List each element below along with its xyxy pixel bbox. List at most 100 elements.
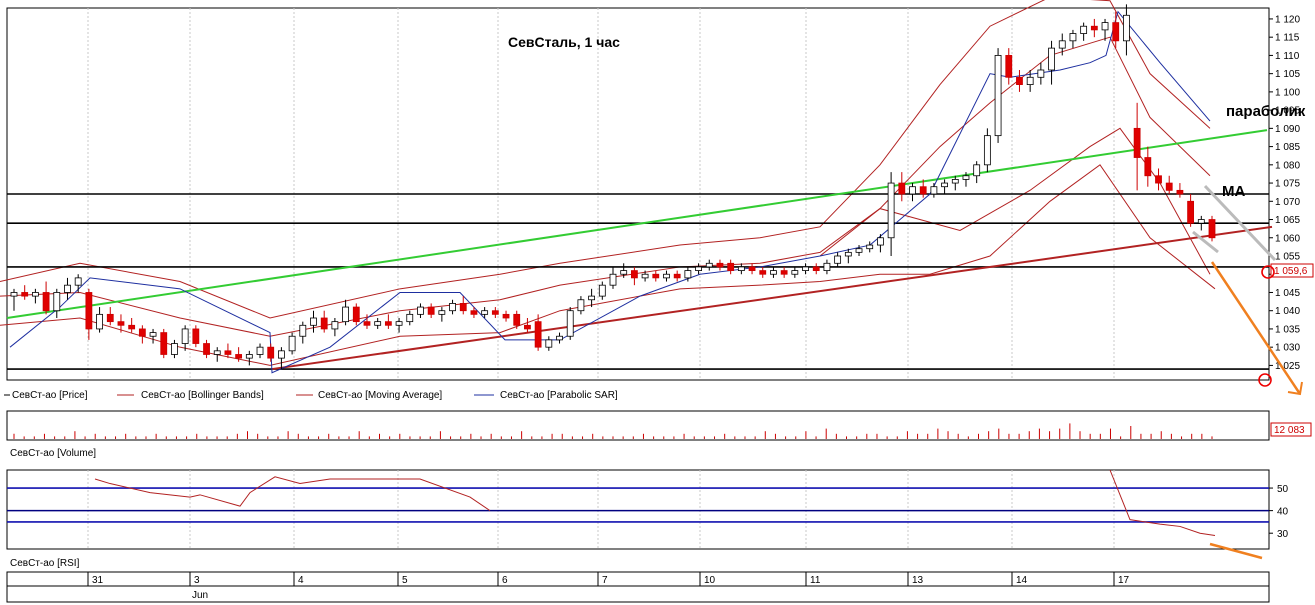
candle (823, 259, 831, 275)
candle (663, 270, 670, 282)
red-trend-line (271, 225, 1273, 371)
date-label: 31 (92, 575, 104, 586)
rsi-tick-label: 50 (1277, 484, 1289, 495)
candle (1069, 29, 1077, 49)
price-tick-label: 1 080 (1275, 160, 1300, 171)
candle (96, 307, 103, 333)
candle (245, 350, 253, 366)
parabolic-sar (9, 10, 1211, 374)
price-tick-label: 1 045 (1275, 288, 1300, 299)
candle (802, 263, 809, 275)
candle (213, 347, 221, 362)
date-label: 7 (602, 575, 608, 586)
candle (898, 172, 906, 202)
date-axis (6, 571, 1270, 603)
date-label: 13 (912, 575, 924, 586)
candle (181, 325, 189, 351)
legend-bollinger: СевСт-ао [Bollinger Bands] (141, 390, 264, 401)
candle (10, 288, 18, 311)
candle (1058, 33, 1066, 56)
candle (630, 266, 638, 286)
candle (21, 285, 29, 300)
price-tick-label: 1 110 (1275, 51, 1300, 62)
candle (1187, 194, 1195, 227)
volume-last-label: 12 083 (1274, 425, 1305, 436)
candle (609, 266, 617, 289)
rsi-line (94, 476, 491, 512)
date-label: 3 (194, 575, 200, 586)
price-tick-label: 1 070 (1275, 197, 1300, 208)
candle (748, 263, 756, 275)
candle (1037, 62, 1045, 85)
candle (780, 266, 788, 278)
candle (53, 288, 61, 318)
candle (866, 241, 874, 253)
candle (513, 310, 521, 329)
gray-arrow-line (1192, 230, 1219, 254)
volume-tag (1270, 422, 1312, 437)
candle (951, 175, 959, 191)
candle (106, 307, 114, 326)
price-tick-label: 1 085 (1275, 142, 1300, 153)
bollinger-upper (0, 0, 1211, 319)
candle (192, 325, 200, 348)
volume-bars (13, 423, 1213, 439)
candle (770, 266, 777, 278)
date-label: 10 (704, 575, 716, 586)
candle (962, 172, 970, 187)
rsi-line (1109, 469, 1216, 536)
candle (1144, 146, 1152, 187)
candle (1080, 22, 1088, 41)
date-label: 11 (810, 575, 821, 586)
candle (224, 343, 232, 359)
legend-moving-average: СевСт-ао [Moving Average] (318, 390, 442, 401)
candles (10, 4, 1216, 370)
legend-parabolic-sar: СевСт-ао [Parabolic SAR] (500, 390, 618, 401)
orange-arrow-head (1287, 381, 1303, 396)
rsi-tick-label: 40 (1277, 507, 1289, 518)
green-trend-line (6, 129, 1268, 319)
candle (310, 310, 317, 333)
circle-marker-top (1261, 265, 1275, 279)
candle (855, 245, 863, 256)
candle (491, 307, 499, 318)
candle (395, 318, 403, 333)
candle (566, 307, 574, 340)
candle (267, 343, 275, 362)
candle (374, 318, 382, 329)
candle (235, 347, 243, 362)
circle-marker-bottom (1258, 373, 1272, 387)
candle (417, 303, 424, 318)
rsi-panel (6, 469, 1270, 550)
candle (588, 288, 596, 308)
date-label: 5 (402, 575, 408, 586)
price-tick-label: 1 075 (1275, 179, 1300, 190)
legend: СевСт-ао [Price] СевСт-ао [Bollinger Ban… (4, 389, 1269, 401)
candle (684, 266, 692, 282)
candle (384, 314, 392, 329)
candle (1005, 48, 1013, 85)
price-tick-label: 1 105 (1275, 69, 1300, 80)
candle (673, 270, 681, 282)
candle (1026, 70, 1034, 92)
candle (502, 310, 510, 322)
candle (299, 321, 307, 344)
candle (470, 307, 478, 318)
gray-ma-projection (1203, 184, 1277, 262)
candle (534, 314, 542, 351)
bollinger-lower (0, 164, 1216, 366)
rsi-tick-label: 30 (1277, 529, 1289, 540)
candle (598, 281, 606, 300)
price-tick-label: 1 115 (1275, 33, 1300, 44)
candle (278, 347, 285, 370)
candle (877, 234, 884, 253)
candle (727, 259, 735, 275)
date-label: 6 (502, 575, 508, 586)
candle (930, 183, 938, 198)
candle (737, 263, 745, 275)
candle (331, 318, 339, 337)
candle (342, 299, 349, 326)
candle (705, 259, 713, 271)
